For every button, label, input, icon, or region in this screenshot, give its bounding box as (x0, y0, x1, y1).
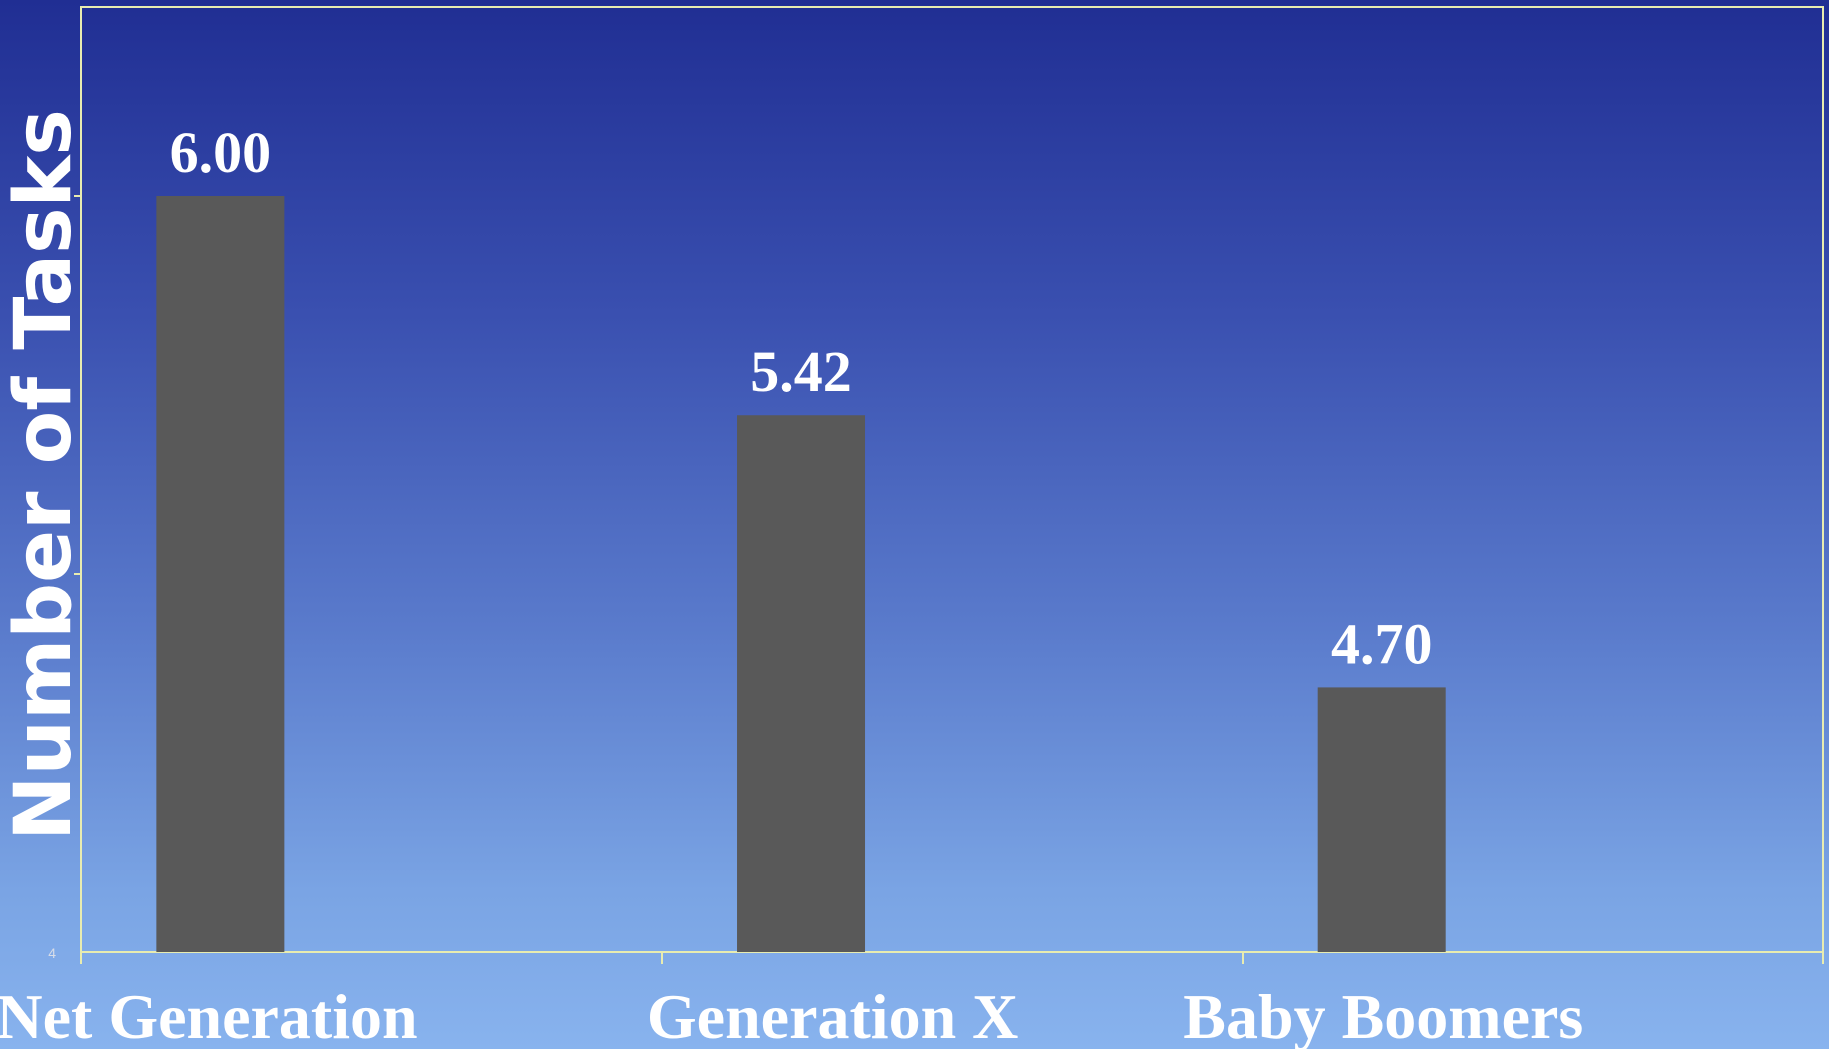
bar-baby-boomers (1317, 687, 1446, 952)
data-label: 6.00 (170, 120, 272, 185)
x-tick-label: Generation X (647, 981, 1019, 1049)
x-tick-label: Baby Boomers (1183, 981, 1583, 1049)
bar-net-generation (156, 196, 285, 952)
y-tick-label: 4 (48, 945, 56, 961)
y-axis-title: Number of Tasks (0, 109, 89, 841)
plot-frame (80, 6, 1824, 953)
data-label: 5.42 (750, 339, 852, 404)
x-tick-label: Net Generation (0, 981, 418, 1049)
data-label: 4.70 (1331, 611, 1433, 676)
bar-generation-x (737, 415, 866, 952)
